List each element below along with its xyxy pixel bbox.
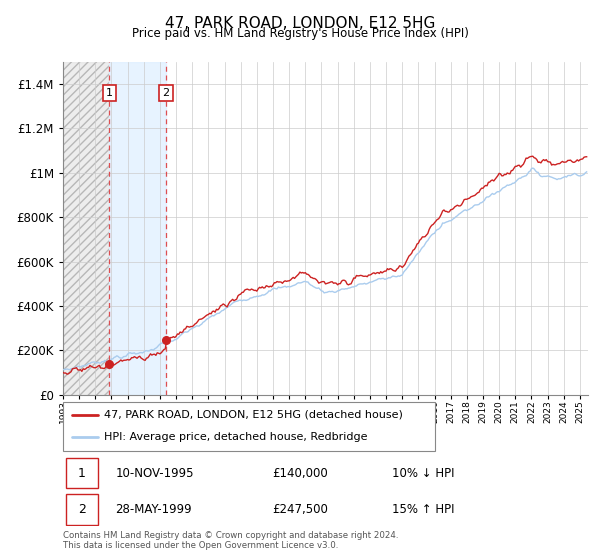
Text: HPI: Average price, detached house, Redbridge: HPI: Average price, detached house, Redb… xyxy=(104,432,367,442)
Text: 10-NOV-1995: 10-NOV-1995 xyxy=(115,466,194,480)
Bar xyxy=(109,62,166,395)
Text: 2: 2 xyxy=(163,88,170,98)
Text: 10% ↓ HPI: 10% ↓ HPI xyxy=(392,466,454,480)
FancyBboxPatch shape xyxy=(65,458,98,488)
Text: 1: 1 xyxy=(78,466,86,480)
Text: £247,500: £247,500 xyxy=(272,503,328,516)
Text: Price paid vs. HM Land Registry's House Price Index (HPI): Price paid vs. HM Land Registry's House … xyxy=(131,27,469,40)
Bar xyxy=(63,62,109,395)
Text: Contains HM Land Registry data © Crown copyright and database right 2024.
This d: Contains HM Land Registry data © Crown c… xyxy=(63,531,398,550)
Text: 1: 1 xyxy=(106,88,113,98)
Bar xyxy=(63,62,109,395)
Text: £140,000: £140,000 xyxy=(272,466,328,480)
Text: 15% ↑ HPI: 15% ↑ HPI xyxy=(392,503,454,516)
Text: 28-MAY-1999: 28-MAY-1999 xyxy=(115,503,192,516)
Text: 2: 2 xyxy=(78,503,86,516)
Text: 47, PARK ROAD, LONDON, E12 5HG: 47, PARK ROAD, LONDON, E12 5HG xyxy=(165,16,435,31)
FancyBboxPatch shape xyxy=(63,402,435,451)
FancyBboxPatch shape xyxy=(65,494,98,525)
Text: 47, PARK ROAD, LONDON, E12 5HG (detached house): 47, PARK ROAD, LONDON, E12 5HG (detached… xyxy=(104,410,403,420)
